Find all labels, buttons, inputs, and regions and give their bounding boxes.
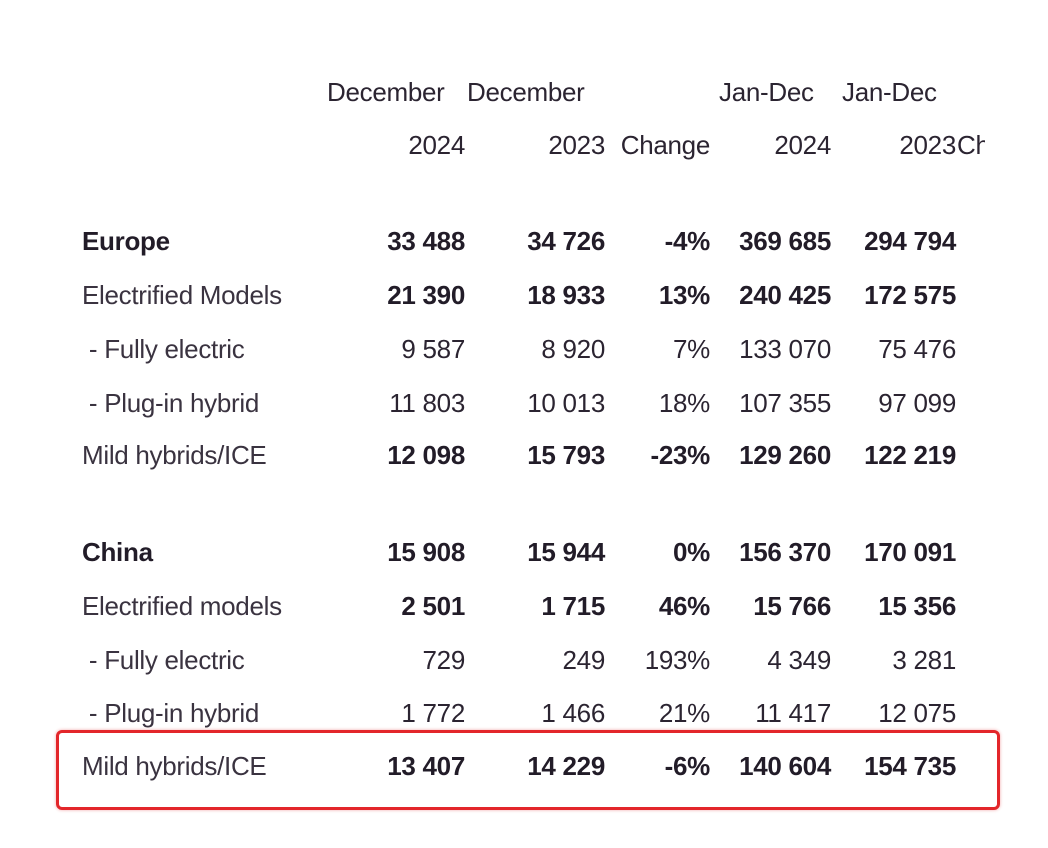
cell-value: 12 075: [878, 698, 956, 728]
cell-value: 170 091: [864, 537, 956, 567]
row-label: - Fully electric: [82, 334, 245, 364]
cell-value: 107 355: [739, 388, 831, 418]
cell-value: 12 098: [387, 440, 465, 470]
cell-value: 75 476: [878, 334, 956, 364]
cell-value: 46%: [658, 591, 710, 621]
cell-value: 11 417: [755, 698, 831, 728]
cell-value: 33 488: [387, 226, 465, 256]
cell-value: 3 281: [892, 645, 956, 675]
cell-value: 97 099: [878, 388, 956, 418]
cell-value: 133 070: [739, 334, 831, 364]
header-year: 2023: [899, 130, 956, 160]
cell-value: 21%: [658, 698, 710, 728]
cell-value: 15 944: [527, 537, 605, 567]
cell-value: 14 229: [527, 751, 605, 781]
cell-value: 2 501: [401, 591, 465, 621]
header-year: 2024: [774, 130, 831, 160]
cell-value: 7%: [673, 334, 710, 364]
cell-value: 15 356: [878, 591, 956, 621]
cell-value: 240 425: [739, 280, 831, 310]
cell-value: 15 908: [387, 537, 465, 567]
cell-value: 172 575: [864, 280, 956, 310]
cell-value: 156 370: [739, 537, 831, 567]
header-year: 2023: [548, 130, 605, 160]
header-period: December: [327, 77, 445, 107]
cell-value: 18%: [658, 388, 710, 418]
row-label: Electrified Models: [82, 280, 282, 310]
cell-value: 122 219: [864, 440, 956, 470]
row-label: China: [82, 537, 153, 567]
cell-value: 11 803: [389, 388, 465, 418]
row-label: - Plug-in hybrid: [82, 388, 259, 418]
header-period: Jan-Dec: [842, 77, 937, 107]
cell-value: 18 933: [527, 280, 605, 310]
sales-table: December December Jan-Dec Jan-Dec 2024 2023 Ch…: [82, 77, 985, 781]
cell-value: 4 349: [767, 645, 831, 675]
cell-value: 34 726: [527, 226, 605, 256]
row-label: Mild hybrids/ICE: [82, 751, 267, 781]
cell-value: -23%: [650, 440, 711, 470]
header-period: December: [467, 77, 585, 107]
cell-value: 15 793: [527, 440, 605, 470]
header-year: 2024: [408, 130, 465, 160]
cell-value: 193%: [644, 645, 711, 675]
header-change: Change: [957, 130, 985, 160]
cell-value: 13 407: [387, 751, 465, 781]
cell-value: 1 715: [541, 591, 605, 621]
cell-value: 0%: [673, 537, 710, 567]
cell-value: 129 260: [739, 440, 831, 470]
row-label: Electrified models: [82, 591, 282, 621]
cell-value: 15 766: [753, 591, 831, 621]
cell-value: 154 735: [864, 751, 956, 781]
cell-value: 21 390: [387, 280, 465, 310]
cell-value: 369 685: [739, 226, 831, 256]
header-period: Jan-Dec: [719, 77, 814, 107]
row-label: Mild hybrids/ICE: [82, 440, 267, 470]
cell-value: 249: [562, 645, 606, 675]
cell-value: 1 772: [401, 698, 465, 728]
header-year: Change: [620, 130, 711, 160]
cell-value: 13%: [658, 280, 710, 310]
cell-value: 729: [422, 645, 466, 675]
cell-value: 10 013: [527, 388, 605, 418]
cell-value: 294 794: [864, 226, 956, 256]
cell-value: -6%: [664, 751, 711, 781]
row-label: - Plug-in hybrid: [82, 698, 259, 728]
row-label: Europe: [82, 226, 170, 256]
cell-value: 140 604: [739, 751, 831, 781]
cell-value: 9 587: [401, 334, 465, 364]
row-label: - Fully electric: [82, 645, 245, 675]
highlight-box: [56, 730, 1000, 810]
cell-value: -4%: [664, 226, 711, 256]
cell-value: 8 920: [541, 334, 605, 364]
cell-value: 1 466: [541, 698, 605, 728]
